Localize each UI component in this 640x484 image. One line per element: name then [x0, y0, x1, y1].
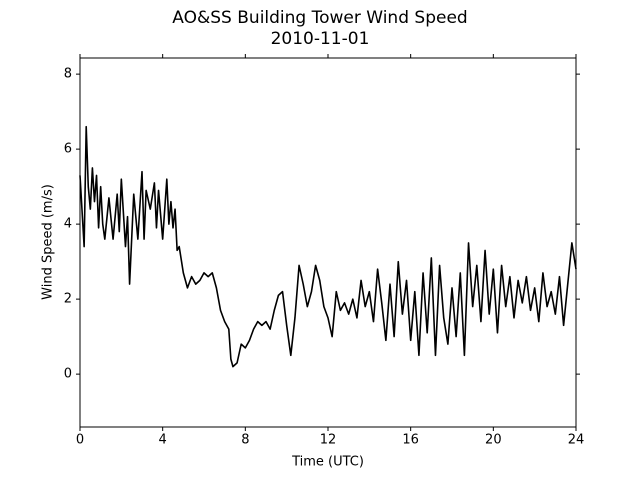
- data-line: [79, 125, 577, 368]
- y-tick-label: 6: [64, 142, 72, 157]
- x-tick-label: 24: [568, 433, 585, 448]
- y-axis-label: Wind Speed (m/s): [41, 184, 56, 300]
- x-tick-label: 4: [159, 433, 167, 448]
- x-tick-label: 0: [76, 433, 84, 448]
- x-tick-label: 16: [402, 433, 419, 448]
- y-tick-label: 2: [64, 292, 72, 307]
- y-tick-label: 4: [64, 217, 72, 232]
- x-tick-label: 20: [485, 433, 502, 448]
- x-axis-label: Time (UTC): [291, 455, 364, 470]
- y-tick-label: 8: [64, 67, 72, 82]
- x-tick-label: 12: [320, 433, 337, 448]
- x-tick-label: 8: [241, 433, 249, 448]
- y-tick-label: 0: [64, 367, 72, 382]
- chart-title: AO&SS Building Tower Wind Speed: [172, 8, 467, 28]
- chart-subtitle: 2010-11-01: [271, 29, 370, 49]
